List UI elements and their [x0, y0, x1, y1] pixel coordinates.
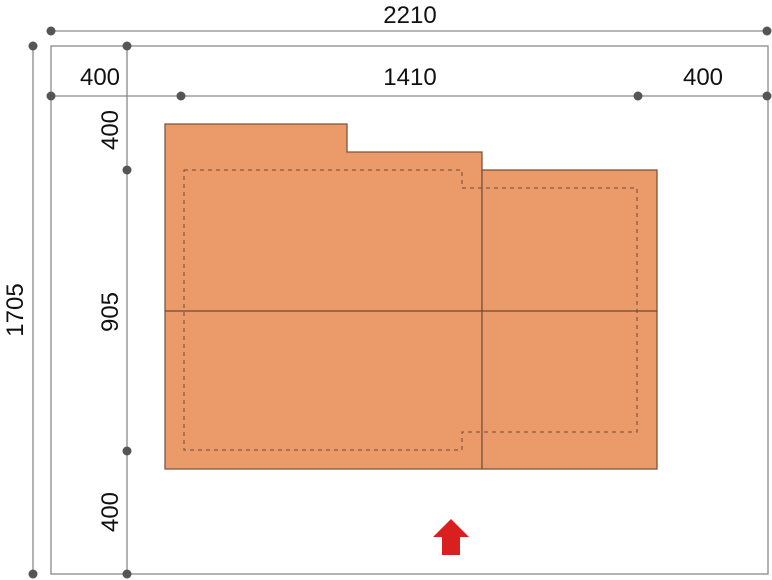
- dim-marker: [28, 569, 38, 579]
- label-building-depth: 905: [97, 292, 124, 332]
- label-total-depth: 1705: [2, 283, 29, 336]
- dim-marker: [762, 91, 772, 101]
- wall-outline-dashed: [183, 169, 638, 451]
- dim-marker: [46, 26, 56, 36]
- dim-marker: [122, 41, 132, 51]
- entrance-arrow-icon: [433, 519, 469, 555]
- dim-marker: [122, 446, 132, 456]
- dim-marker: [28, 41, 38, 51]
- dim-marker: [122, 569, 132, 579]
- building-right-wing: [481, 169, 658, 470]
- dim-marker: [122, 165, 132, 175]
- label-total-width: 2210: [383, 2, 436, 29]
- label-building-width: 1410: [383, 64, 436, 91]
- label-left-setback: 400: [80, 64, 120, 91]
- label-right-setback: 400: [683, 64, 723, 91]
- label-bottom-setback: 400: [97, 492, 124, 532]
- plot-boundary: [50, 45, 769, 575]
- building-left-wing: [164, 123, 483, 470]
- dim-marker: [176, 91, 186, 101]
- dimension-markers: [28, 26, 772, 579]
- building-footprint: [164, 123, 658, 470]
- dim-marker: [762, 26, 772, 36]
- label-top-setback: 400: [97, 110, 124, 150]
- dim-marker: [633, 91, 643, 101]
- dim-marker: [46, 91, 56, 101]
